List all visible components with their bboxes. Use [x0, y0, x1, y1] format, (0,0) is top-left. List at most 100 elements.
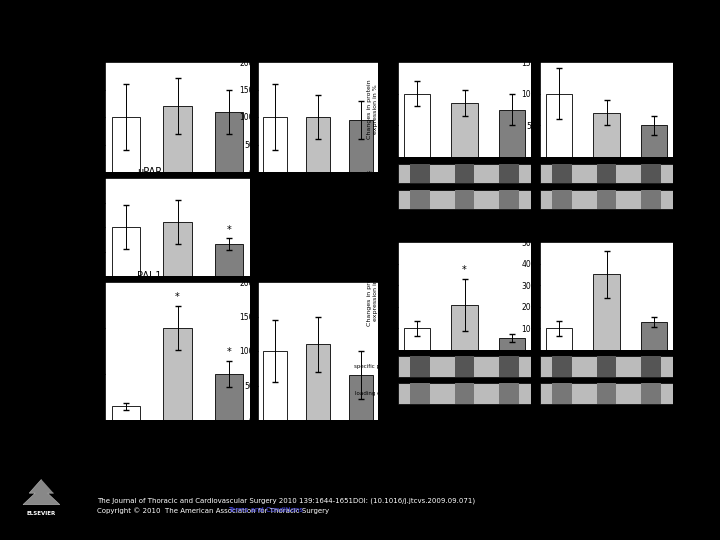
- Bar: [349, 375, 372, 420]
- Text: Control: Control: [409, 215, 431, 220]
- Text: Control: Control: [551, 215, 574, 220]
- Text: Figure 1: Figure 1: [332, 23, 388, 37]
- Bar: [264, 351, 287, 420]
- Text: uPAR: uPAR: [137, 167, 162, 177]
- Text: loading control: loading control: [355, 197, 396, 202]
- Bar: [597, 164, 616, 184]
- Bar: [641, 383, 661, 404]
- Text: pro uPA: pro uPA: [427, 51, 464, 61]
- Bar: [454, 164, 474, 184]
- Bar: [540, 383, 673, 404]
- Bar: [597, 356, 616, 377]
- Bar: [349, 120, 372, 172]
- Text: DCM: DCM: [599, 412, 614, 417]
- Bar: [306, 117, 330, 172]
- Bar: [499, 190, 519, 210]
- Bar: [451, 305, 477, 350]
- Text: pro PAI-1: pro PAI-1: [427, 231, 471, 241]
- Bar: [404, 328, 430, 350]
- Text: Control: Control: [551, 412, 574, 417]
- Text: PAI-2: PAI-2: [284, 271, 309, 281]
- Text: The Journal of Thoracic and Cardiovascular Surgery 2010 139:1644-1651DOI: (10.10: The Journal of Thoracic and Cardiovascul…: [97, 498, 475, 504]
- Text: PAI-1: PAI-1: [570, 231, 594, 241]
- Text: A: A: [99, 427, 108, 440]
- Text: B: B: [390, 427, 400, 440]
- Bar: [112, 406, 140, 420]
- Bar: [264, 117, 287, 172]
- Text: DCM: DCM: [457, 215, 472, 220]
- Bar: [540, 190, 673, 210]
- Bar: [499, 164, 519, 184]
- Bar: [593, 274, 619, 350]
- Bar: [641, 164, 661, 184]
- Text: ELSEVIER: ELSEVIER: [27, 511, 56, 516]
- Text: *: *: [462, 266, 467, 275]
- Bar: [451, 103, 477, 157]
- Text: *: *: [604, 238, 609, 247]
- Text: ICM: ICM: [503, 215, 515, 220]
- Text: loading control: loading control: [355, 392, 396, 396]
- Bar: [499, 383, 519, 404]
- Bar: [499, 338, 525, 350]
- Bar: [641, 322, 667, 350]
- Text: DCM: DCM: [599, 215, 614, 220]
- Bar: [215, 111, 243, 172]
- Bar: [593, 113, 619, 157]
- Bar: [398, 164, 531, 184]
- Bar: [410, 356, 430, 377]
- Bar: [540, 356, 673, 377]
- Bar: [163, 222, 192, 276]
- Bar: [499, 110, 525, 157]
- Text: Control: Control: [409, 412, 432, 417]
- Text: ICM: ICM: [645, 215, 657, 220]
- Bar: [398, 383, 531, 404]
- Y-axis label: Changes in mRNA
expression in %: Changes in mRNA expression in %: [74, 89, 85, 145]
- Text: uPA: uPA: [137, 51, 155, 61]
- Text: uPA: uPA: [570, 51, 588, 61]
- Text: *: *: [227, 347, 232, 357]
- Bar: [552, 164, 572, 184]
- Bar: [112, 117, 140, 172]
- Y-axis label: Changes in mRNA
expression in %: Changes in mRNA expression in %: [74, 323, 85, 379]
- Bar: [454, 356, 474, 377]
- Polygon shape: [23, 480, 60, 504]
- Text: *: *: [227, 225, 232, 235]
- Text: ICM: ICM: [503, 412, 515, 417]
- Bar: [641, 190, 661, 210]
- Bar: [410, 164, 430, 184]
- Bar: [546, 93, 572, 157]
- Bar: [215, 244, 243, 276]
- Bar: [410, 383, 430, 404]
- Text: *: *: [175, 292, 180, 302]
- Bar: [410, 190, 430, 210]
- Bar: [404, 93, 430, 157]
- Bar: [215, 374, 243, 420]
- Bar: [546, 328, 572, 350]
- Bar: [398, 190, 531, 210]
- Bar: [597, 190, 616, 210]
- Bar: [163, 106, 192, 172]
- Text: DCM: DCM: [457, 412, 472, 417]
- Bar: [552, 190, 572, 210]
- Text: tPA: tPA: [284, 51, 300, 61]
- Text: specific protein: specific protein: [354, 364, 396, 369]
- Bar: [641, 356, 661, 377]
- Bar: [454, 190, 474, 210]
- Bar: [540, 164, 673, 184]
- Bar: [163, 328, 192, 420]
- Bar: [398, 356, 531, 377]
- Text: PAI-1: PAI-1: [137, 271, 161, 281]
- Text: specific protein: specific protein: [354, 171, 396, 176]
- Text: Copyright © 2010  The American Association for Thoracic Surgery: Copyright © 2010 The American Associatio…: [97, 507, 332, 514]
- Bar: [499, 356, 519, 377]
- Text: Terms and Conditions: Terms and Conditions: [228, 507, 304, 514]
- Bar: [597, 383, 616, 404]
- Bar: [552, 383, 572, 404]
- Bar: [112, 227, 140, 276]
- Y-axis label: Changes in mRNA
expression in %: Changes in mRNA expression in %: [74, 199, 85, 255]
- Bar: [306, 344, 330, 420]
- Text: ICM: ICM: [645, 412, 657, 417]
- Y-axis label: Changes in protein
expression in %: Changes in protein expression in %: [367, 80, 378, 139]
- Y-axis label: Changes in protein
expression in %: Changes in protein expression in %: [367, 266, 378, 326]
- Bar: [454, 383, 474, 404]
